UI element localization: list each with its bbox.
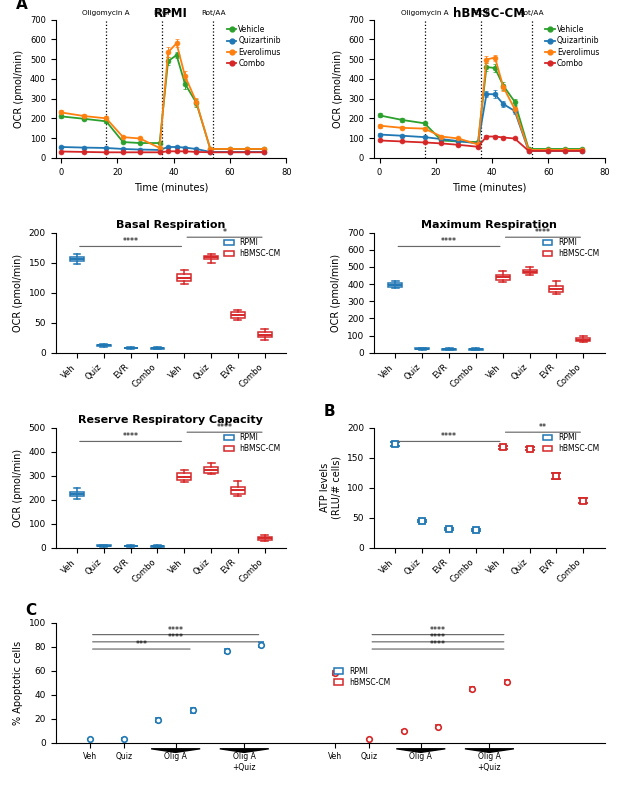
Text: Oligomycin A: Oligomycin A	[82, 9, 130, 16]
PathPatch shape	[70, 257, 84, 261]
PathPatch shape	[204, 255, 218, 259]
Legend: RPMI, hBMSC-CM: RPMI, hBMSC-CM	[223, 237, 283, 260]
Y-axis label: ATP levels
(RLU/# cells): ATP levels (RLU/# cells)	[320, 456, 341, 520]
Legend: Vehicle, Quizartinib, Everolimus, Combo: Vehicle, Quizartinib, Everolimus, Combo	[225, 24, 283, 69]
Text: ****: ****	[168, 633, 184, 642]
PathPatch shape	[97, 545, 111, 546]
Y-axis label: OCR (pmol/min): OCR (pmol/min)	[13, 254, 23, 332]
PathPatch shape	[495, 275, 510, 280]
Text: ****: ****	[441, 432, 457, 442]
Text: Rot/AA: Rot/AA	[519, 9, 544, 16]
X-axis label: Time (minutes): Time (minutes)	[134, 182, 208, 192]
PathPatch shape	[389, 283, 402, 287]
Text: ****: ****	[123, 237, 139, 247]
PathPatch shape	[231, 312, 245, 318]
PathPatch shape	[549, 286, 563, 292]
X-axis label: Time (minutes): Time (minutes)	[452, 182, 526, 192]
PathPatch shape	[70, 492, 84, 497]
Text: A: A	[16, 0, 28, 12]
PathPatch shape	[523, 270, 537, 274]
Polygon shape	[396, 749, 445, 752]
Y-axis label: OCR (pmol/min): OCR (pmol/min)	[331, 254, 341, 332]
Y-axis label: OCR (pmol/min): OCR (pmol/min)	[14, 50, 25, 128]
Text: FCCP: FCCP	[471, 9, 490, 16]
Text: Rot/AA: Rot/AA	[201, 9, 225, 16]
Text: ****: ****	[430, 640, 446, 649]
Text: ****: ****	[217, 423, 233, 432]
PathPatch shape	[177, 274, 191, 281]
Text: C: C	[25, 604, 36, 619]
Y-axis label: OCR (pmol/min): OCR (pmol/min)	[13, 449, 23, 527]
PathPatch shape	[177, 473, 191, 479]
PathPatch shape	[469, 349, 483, 350]
Title: hBMSC-CM: hBMSC-CM	[453, 6, 525, 20]
Text: **: **	[539, 423, 547, 432]
PathPatch shape	[258, 537, 271, 540]
PathPatch shape	[258, 332, 271, 337]
PathPatch shape	[204, 467, 218, 473]
Text: ****: ****	[168, 626, 184, 634]
Text: ****: ****	[430, 626, 446, 634]
Title: Maximum Respiration: Maximum Respiration	[421, 221, 557, 230]
Legend: RPMI, hBMSC-CM: RPMI, hBMSC-CM	[333, 665, 392, 689]
Text: FCCP: FCCP	[153, 9, 172, 16]
Text: *: *	[223, 228, 226, 237]
Text: ****: ****	[123, 432, 139, 442]
PathPatch shape	[231, 487, 245, 494]
PathPatch shape	[576, 338, 590, 341]
Legend: RPMI, hBMSC-CM: RPMI, hBMSC-CM	[541, 237, 601, 260]
Text: ***: ***	[135, 640, 147, 649]
Title: Basal Respiration: Basal Respiration	[116, 221, 226, 230]
Y-axis label: % Apoptotic cells: % Apoptotic cells	[13, 641, 23, 725]
Legend: Vehicle, Quizartinib, Everolimus, Combo: Vehicle, Quizartinib, Everolimus, Combo	[544, 24, 601, 69]
Polygon shape	[220, 749, 269, 752]
Text: B: B	[323, 403, 335, 419]
Polygon shape	[151, 749, 200, 752]
PathPatch shape	[415, 348, 429, 349]
PathPatch shape	[123, 347, 138, 348]
Text: ****: ****	[441, 237, 457, 247]
Y-axis label: OCR (pmol/min): OCR (pmol/min)	[333, 50, 343, 128]
Legend: RPMI, hBMSC-CM: RPMI, hBMSC-CM	[223, 432, 283, 455]
Text: Oligomycin A: Oligomycin A	[401, 9, 449, 16]
Text: ****: ****	[535, 228, 551, 237]
PathPatch shape	[442, 348, 456, 350]
Title: Reserve Respiratory Capacity: Reserve Respiratory Capacity	[78, 416, 263, 425]
Title: RPMI: RPMI	[154, 6, 188, 20]
PathPatch shape	[97, 344, 111, 346]
Text: ****: ****	[430, 633, 446, 642]
Legend: RPMI, hBMSC-CM: RPMI, hBMSC-CM	[541, 432, 601, 455]
Polygon shape	[465, 749, 514, 752]
